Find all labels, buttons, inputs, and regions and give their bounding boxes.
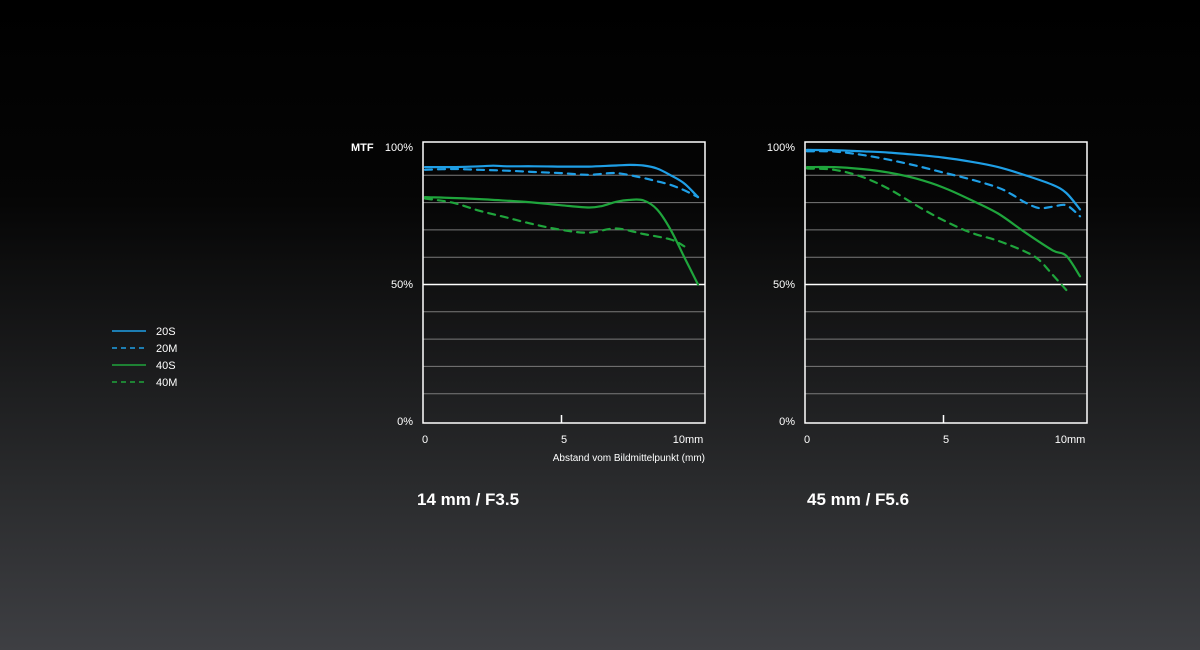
plot-frame	[804, 141, 1088, 424]
legend-label-20m: 20M	[156, 343, 177, 355]
mtf-chart-45mm: 100% 50% 0% 0 5 10mm 45 mm / F5.6	[767, 141, 1088, 509]
series-line-20s	[423, 163, 700, 199]
series-group	[423, 163, 700, 286]
series-line-40s	[805, 165, 1082, 278]
gridlines	[423, 174, 705, 395]
x-axis-label: Abstand vom Bildmittelpunkt (mm)	[553, 453, 705, 464]
series-line-40s	[423, 196, 700, 286]
x-tick-label-0: 0	[804, 434, 810, 446]
plot-frame	[422, 141, 706, 424]
series-line-20m	[805, 150, 1082, 218]
y-tick-label-0: 0%	[397, 416, 413, 428]
chart-title: 45 mm / F5.6	[807, 490, 909, 509]
x-tick-label-5: 5	[943, 434, 949, 446]
x-tick-label-10: 10mm	[1055, 434, 1086, 446]
series-line-40m	[805, 167, 1068, 292]
chart-title: 14 mm / F3.5	[417, 490, 519, 509]
series-line-20m	[423, 167, 700, 199]
gridlines	[805, 174, 1087, 395]
y-axis-label: MTF	[351, 142, 374, 154]
x-tick-label-5: 5	[561, 434, 567, 446]
y-tick-label-0: 0%	[779, 416, 795, 428]
y-tick-label-100: 100%	[767, 142, 795, 154]
y-tick-label-50: 50%	[773, 279, 795, 291]
legend-label-40s: 40S	[156, 360, 176, 372]
x-tick-label-10: 10mm	[673, 434, 704, 446]
plot-border	[804, 141, 1088, 424]
series-line-20s	[805, 148, 1082, 211]
legend-label-20s: 20S	[156, 326, 176, 338]
series-group	[805, 148, 1082, 292]
plot-border	[422, 141, 706, 424]
legend: 20S 20M 40S 40M	[112, 326, 177, 389]
x-tick-label-0: 0	[422, 434, 428, 446]
y-tick-label-50: 50%	[391, 279, 413, 291]
legend-label-40m: 40M	[156, 377, 177, 389]
mtf-chart-14mm: MTF 100% 50% 0% 0 5 10mm Abstand vom Bil…	[351, 141, 706, 509]
y-tick-label-100: 100%	[385, 142, 413, 154]
